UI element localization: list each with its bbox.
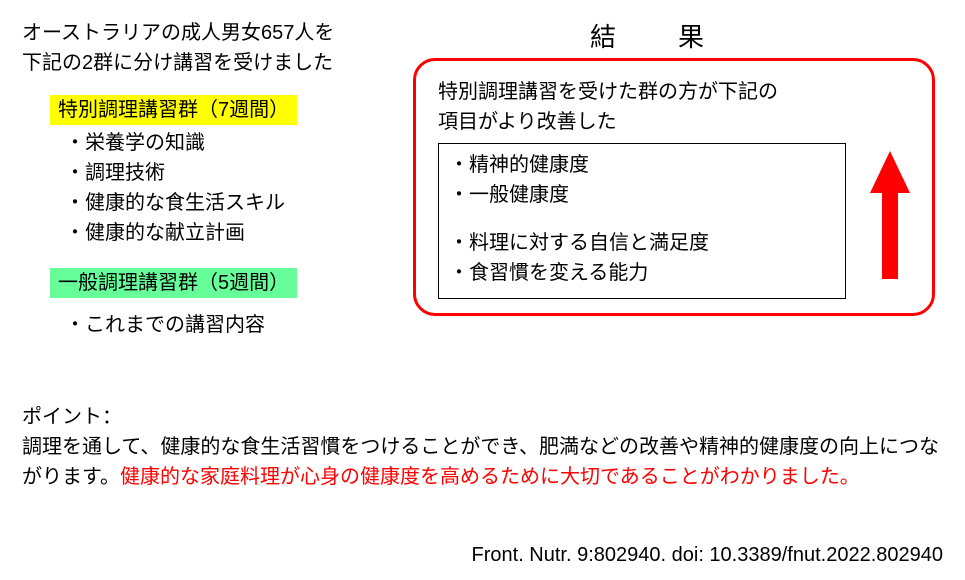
results-summary-line-1: 特別調理講習を受けた群の方が下記の	[438, 77, 910, 107]
results-inner-item: ・食習慣を変える能力	[449, 258, 835, 288]
results-summary: 特別調理講習を受けた群の方が下記の 項目がより改善した	[438, 77, 910, 137]
results-inner-bottom: ・料理に対する自信と満足度 ・食習慣を変える能力	[449, 228, 835, 288]
point-label: ポイント：	[22, 402, 942, 432]
intro-line-2: 下記の2群に分け講習を受けました	[22, 48, 334, 78]
group2-item: ・これまでの講習内容	[65, 310, 265, 340]
group1-item: ・栄養学の知識	[65, 128, 285, 158]
results-inner-item: ・料理に対する自信と満足度	[449, 228, 835, 258]
intro-line-1: オーストラリアの成人男女657人を	[22, 18, 334, 48]
group1-item: ・調理技術	[65, 158, 285, 188]
group1-item: ・健康的な献立計画	[65, 218, 285, 248]
results-inner-top: ・精神的健康度 ・一般健康度	[449, 150, 835, 210]
point-body: 調理を通して、健康的な食生活習慣をつけることができ、肥満などの改善や精神的健康度…	[22, 432, 942, 492]
arrow-up-shape	[870, 151, 910, 279]
group2-list: ・これまでの講習内容	[65, 310, 265, 340]
point-section: ポイント： 調理を通して、健康的な食生活習慣をつけることができ、肥満などの改善や…	[22, 402, 942, 492]
group1-item: ・健康的な食生活スキル	[65, 188, 285, 218]
results-summary-line-2: 項目がより改善した	[438, 107, 910, 137]
results-box: 特別調理講習を受けた群の方が下記の 項目がより改善した ・精神的健康度 ・一般健…	[413, 58, 935, 316]
arrow-up-icon	[870, 151, 910, 279]
group1-list: ・栄養学の知識 ・調理技術 ・健康的な食生活スキル ・健康的な献立計画	[65, 128, 285, 248]
intro-text: オーストラリアの成人男女657人を 下記の2群に分け講習を受けました	[22, 18, 334, 78]
group1-header: 特別調理講習群（7週間）	[50, 95, 297, 125]
results-title: 結 果	[590, 18, 722, 57]
results-inner-item: ・精神的健康度	[449, 150, 835, 180]
group2-header: 一般調理講習群（5週間）	[50, 268, 297, 298]
results-inner-box: ・精神的健康度 ・一般健康度 ・料理に対する自信と満足度 ・食習慣を変える能力	[438, 143, 846, 299]
citation: Front. Nutr. 9:802940. doi: 10.3389/fnut…	[472, 540, 943, 570]
point-body-highlight: 健康的な家庭料理が心身の健康度を高めるために大切であることがわかりました。	[120, 466, 860, 488]
results-inner-item: ・一般健康度	[449, 180, 835, 210]
